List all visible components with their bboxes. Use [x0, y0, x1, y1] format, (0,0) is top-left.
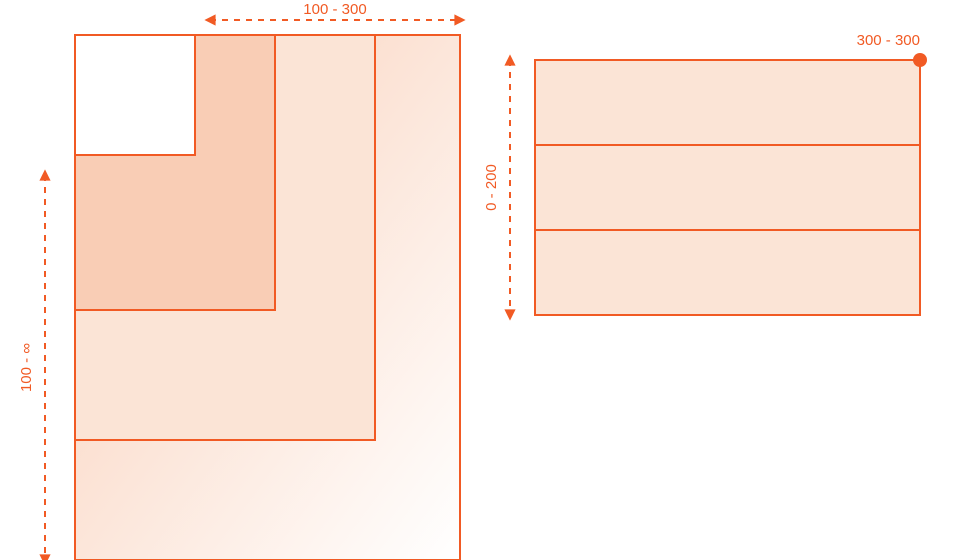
right-box — [535, 60, 920, 315]
left-cutout — [75, 35, 195, 155]
right-width-label: 300 - 300 — [857, 32, 920, 49]
right-panel: 300 - 300 0 - 200 — [483, 32, 927, 315]
left-width-label: 100 - 300 — [303, 1, 366, 18]
anchor-marker-icon — [913, 53, 927, 67]
left-height-label: 100 - ∞ — [18, 343, 35, 392]
constraints-diagram: 100 - 300 100 - ∞ 300 - 300 0 - 200 — [0, 0, 956, 560]
left-panel: 100 - 300 100 - ∞ — [18, 1, 460, 560]
right-height-label: 0 - 200 — [483, 164, 500, 211]
